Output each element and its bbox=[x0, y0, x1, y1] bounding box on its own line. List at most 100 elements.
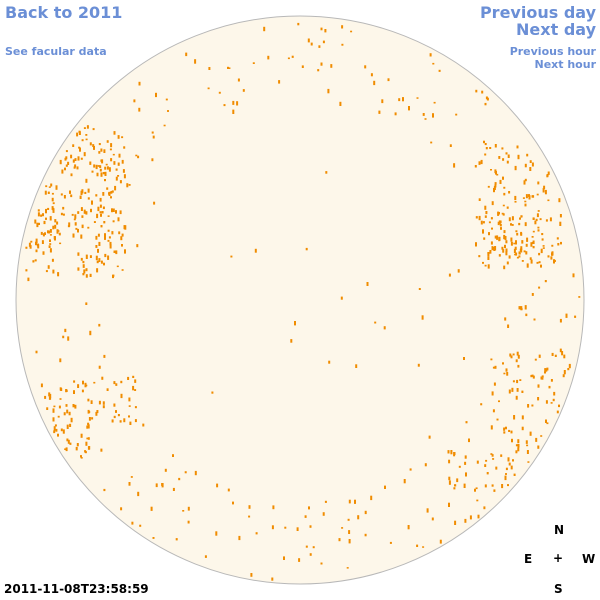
facula-speck bbox=[108, 236, 111, 239]
facula-speck bbox=[545, 368, 548, 372]
facula-speck bbox=[128, 415, 130, 418]
facula-speck bbox=[104, 171, 107, 176]
facula-speck bbox=[53, 430, 56, 434]
facula-speck bbox=[111, 190, 114, 193]
facula-speck bbox=[398, 98, 401, 102]
facula-speck bbox=[348, 499, 351, 504]
facula-speck bbox=[402, 97, 404, 102]
facula-speck bbox=[563, 354, 566, 359]
facula-speck bbox=[509, 353, 512, 357]
see-facular-data-link[interactable]: See facular data bbox=[5, 45, 107, 58]
facula-speck bbox=[48, 245, 51, 248]
facula-speck bbox=[508, 191, 511, 194]
facula-speck bbox=[95, 164, 98, 170]
facula-speck bbox=[215, 531, 218, 536]
facula-speck bbox=[389, 541, 392, 544]
facula-speck bbox=[526, 450, 529, 454]
next-day-link[interactable]: Next day bbox=[516, 20, 596, 39]
facula-speck bbox=[248, 515, 251, 518]
facula-speck bbox=[301, 65, 304, 68]
facula-speck bbox=[267, 55, 270, 60]
facula-speck bbox=[499, 220, 502, 224]
facula-speck bbox=[63, 412, 66, 416]
facula-speck bbox=[128, 405, 131, 407]
facula-speck bbox=[172, 487, 175, 491]
facula-speck bbox=[86, 125, 89, 129]
facula-speck bbox=[431, 517, 434, 521]
facula-speck bbox=[117, 135, 120, 139]
facula-speck bbox=[322, 40, 325, 44]
facula-speck bbox=[516, 388, 519, 392]
facula-speck bbox=[41, 240, 44, 244]
facula-speck bbox=[521, 390, 524, 393]
facula-speck bbox=[227, 488, 230, 492]
facula-speck bbox=[308, 506, 310, 510]
facula-speck bbox=[556, 410, 559, 414]
facula-speck bbox=[78, 146, 81, 149]
facula-speck bbox=[364, 533, 367, 537]
facula-speck bbox=[77, 211, 80, 214]
facula-speck bbox=[73, 166, 76, 169]
facula-speck bbox=[538, 252, 541, 256]
facula-speck bbox=[505, 467, 508, 471]
facula-speck bbox=[517, 447, 520, 452]
facula-speck bbox=[530, 374, 533, 378]
facula-speck bbox=[537, 181, 540, 185]
facula-speck bbox=[98, 258, 101, 262]
facula-speck bbox=[505, 426, 507, 430]
facula-speck bbox=[484, 102, 487, 106]
facula-speck bbox=[204, 555, 207, 558]
facula-speck bbox=[112, 153, 115, 156]
facula-speck bbox=[438, 69, 441, 72]
facula-speck bbox=[93, 145, 95, 150]
facula-speck bbox=[506, 372, 509, 376]
facula-speck bbox=[341, 527, 344, 529]
facula-speck bbox=[44, 190, 47, 195]
facula-speck bbox=[485, 459, 488, 462]
facula-speck bbox=[538, 286, 541, 289]
facula-speck bbox=[153, 201, 156, 205]
facula-speck bbox=[216, 483, 219, 488]
facula-speck bbox=[480, 403, 483, 406]
facula-speck bbox=[92, 144, 95, 147]
next-hour-link[interactable]: Next hour bbox=[534, 58, 597, 71]
facula-speck bbox=[525, 251, 528, 255]
facula-speck bbox=[534, 220, 537, 225]
facula-speck bbox=[82, 380, 84, 385]
facula-speck bbox=[501, 246, 504, 250]
facula-speck bbox=[53, 426, 56, 431]
facula-speck bbox=[99, 165, 102, 168]
facula-speck bbox=[456, 478, 459, 483]
facula-speck bbox=[565, 313, 568, 318]
facula-speck bbox=[96, 268, 99, 273]
facula-speck bbox=[504, 244, 506, 249]
facula-speck bbox=[74, 222, 77, 226]
facula-speck bbox=[248, 505, 251, 509]
facula-speck bbox=[85, 268, 88, 272]
facula-speck bbox=[512, 353, 515, 356]
facula-speck bbox=[62, 335, 65, 339]
facula-speck bbox=[58, 232, 61, 236]
facula-speck bbox=[121, 136, 124, 139]
facula-speck bbox=[113, 131, 116, 135]
facula-speck bbox=[72, 159, 75, 163]
facula-speck bbox=[495, 466, 498, 470]
facula-speck bbox=[496, 418, 499, 421]
facula-speck bbox=[85, 302, 88, 305]
facula-speck bbox=[453, 452, 456, 455]
facula-speck bbox=[508, 255, 511, 259]
facula-speck bbox=[489, 147, 492, 149]
facula-speck bbox=[80, 190, 83, 196]
facula-speck bbox=[87, 422, 90, 426]
facula-speck bbox=[497, 211, 500, 216]
previous-hour-link[interactable]: Previous hour bbox=[509, 45, 596, 58]
previous-day-link[interactable]: Previous day bbox=[479, 3, 596, 22]
facula-speck bbox=[474, 488, 476, 492]
facula-speck bbox=[34, 259, 37, 262]
back-to-year-link[interactable]: Back to 2011 bbox=[5, 3, 123, 22]
facula-speck bbox=[465, 472, 467, 477]
facula-speck bbox=[338, 538, 341, 542]
facula-speck bbox=[70, 194, 73, 198]
facula-speck bbox=[237, 78, 240, 82]
facula-speck bbox=[138, 107, 141, 112]
